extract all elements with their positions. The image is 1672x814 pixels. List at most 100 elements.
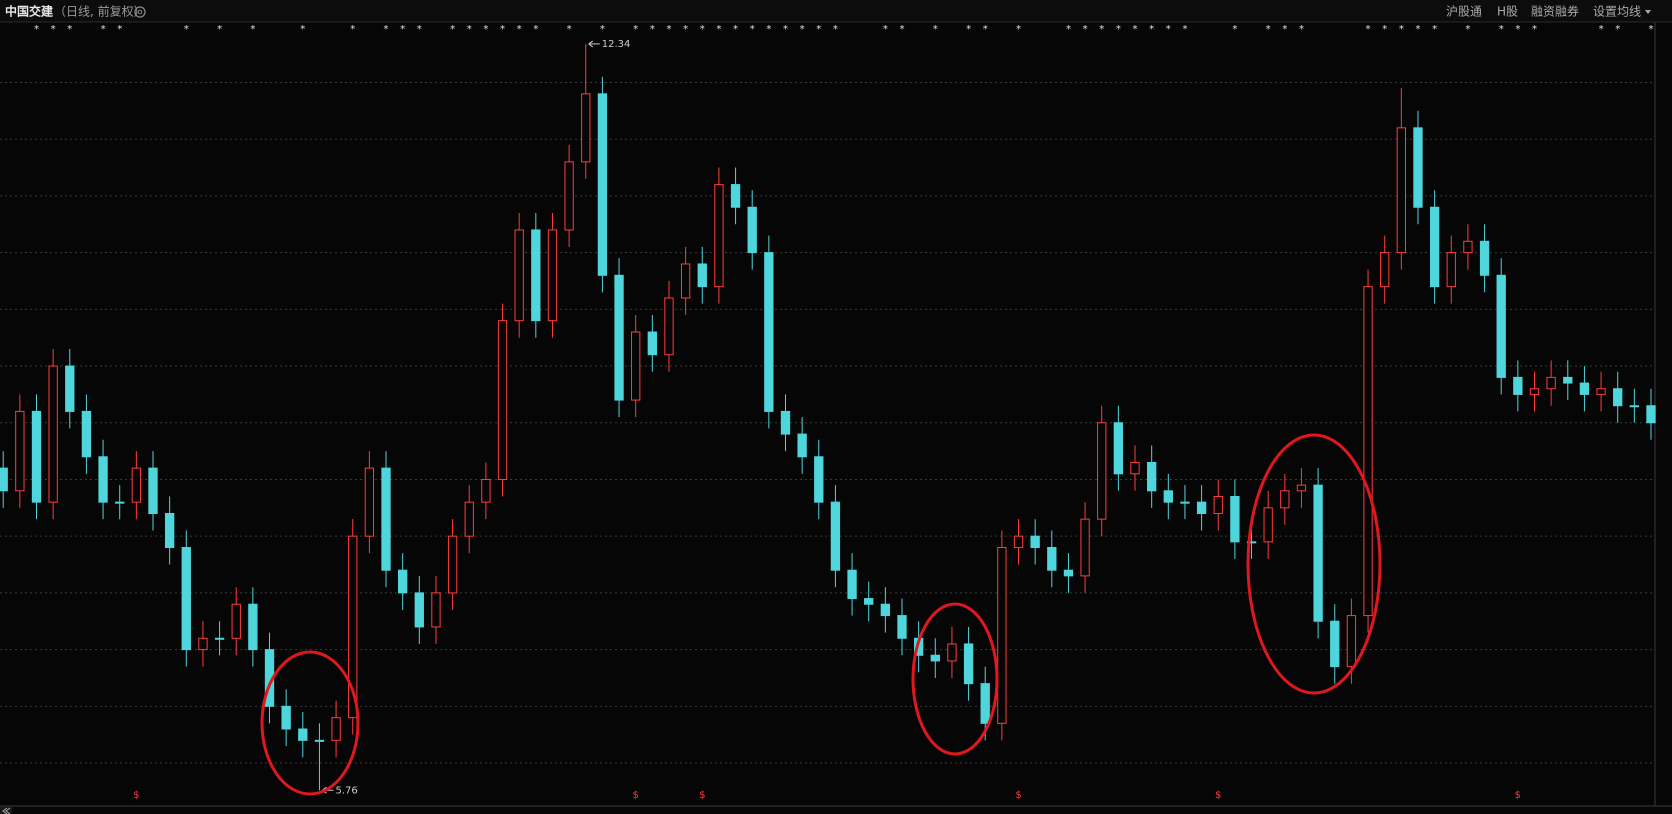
event-marker: * [1515, 24, 1520, 35]
candle-body [797, 433, 807, 458]
candle-body [1213, 495, 1223, 514]
candle-body [414, 592, 424, 628]
menu-item[interactable]: 设置均线 [1593, 5, 1641, 19]
highlight-circles [260, 433, 1382, 796]
annotation-label: 5.76 [335, 785, 357, 796]
event-marker: * [67, 24, 72, 35]
event-marker: * [1066, 24, 1071, 35]
candle-body [1579, 382, 1590, 395]
dropdown-arrow[interactable] [1645, 10, 1651, 14]
candle-body [1230, 495, 1240, 543]
event-marker: * [450, 24, 455, 35]
dividend-marker: $ [699, 790, 705, 801]
candle-body [1180, 501, 1190, 504]
candle-body [680, 263, 691, 299]
candle-body [581, 93, 591, 163]
candle-body [381, 467, 391, 571]
candle-body [1396, 127, 1406, 254]
candle-body [164, 512, 175, 549]
event-marker: * [400, 24, 405, 35]
candle-body [1513, 376, 1523, 395]
candle-body [1063, 569, 1074, 577]
candle-body [647, 331, 657, 356]
candle-body [1313, 484, 1323, 622]
candle-body [148, 467, 158, 514]
event-marker: * [34, 24, 39, 35]
event-marker: * [783, 24, 788, 35]
event-marker: * [1532, 24, 1537, 35]
candle-body [963, 643, 974, 685]
candle-body [1280, 490, 1290, 509]
candle-body [1263, 507, 1273, 543]
candle-body [1163, 490, 1173, 503]
candle-body [447, 535, 458, 594]
event-marker: * [900, 24, 905, 35]
candle-body [864, 598, 874, 605]
event-marker: * [467, 24, 472, 35]
event-marker: * [1415, 24, 1420, 35]
event-marker: * [1166, 24, 1171, 35]
menu-item[interactable]: 融资融券 [1531, 4, 1579, 19]
event-marker: * [101, 24, 106, 35]
event-marker: * [1016, 24, 1021, 35]
candle-body [997, 547, 1007, 724]
candle-body [1296, 484, 1307, 492]
highlight-circle [1246, 433, 1382, 695]
candle-body [980, 683, 990, 724]
event-marker: * [983, 24, 988, 35]
candle-body [897, 615, 907, 639]
event-marker: * [1116, 24, 1121, 35]
candle-body [830, 501, 841, 571]
candle-body [930, 654, 940, 662]
event-marker: * [716, 24, 721, 35]
candle-body [1529, 388, 1540, 395]
candle-body [1380, 252, 1390, 288]
event-marker: * [1133, 24, 1138, 35]
candle-body [780, 410, 791, 435]
candle-body [65, 365, 75, 412]
menu-item[interactable]: H股 [1497, 5, 1518, 19]
candle-body [764, 252, 774, 412]
annotation-arrowhead [588, 40, 594, 48]
event-marker: * [650, 24, 655, 35]
gear-ring [134, 6, 146, 18]
candle-body [597, 93, 608, 276]
candle-body [1097, 422, 1107, 520]
menu-item[interactable]: 沪股通 [1446, 5, 1482, 19]
candle-body [1113, 422, 1124, 475]
candle-body [1629, 405, 1640, 408]
event-marker: * [1399, 24, 1404, 35]
candle-body [1330, 620, 1340, 668]
candle-body [31, 410, 42, 503]
candle-body [1013, 535, 1024, 549]
event-marker: * [300, 24, 305, 35]
candle-body [730, 184, 741, 208]
event-marker: * [1182, 24, 1187, 35]
event-marker: * [384, 24, 389, 35]
event-marker: * [1499, 24, 1504, 35]
event-marker: * [1232, 24, 1237, 35]
candle-body [664, 297, 674, 356]
candle-body [1080, 518, 1090, 577]
candle-body [314, 739, 325, 742]
candle-body [364, 467, 375, 537]
chart-subtitle: （日线, 前复权） [54, 4, 146, 19]
event-marker: * [1432, 24, 1437, 35]
candle-body [1030, 535, 1040, 549]
event-marker: * [683, 24, 688, 35]
candle-body [1429, 206, 1440, 288]
event-marker: * [417, 24, 422, 35]
candle-body [1596, 388, 1606, 395]
candle-body [181, 547, 191, 651]
event-marker: * [1149, 24, 1154, 35]
settings-icon[interactable] [134, 6, 146, 18]
event-marker: * [217, 24, 222, 35]
event-marker: * [1615, 24, 1620, 35]
candle-body [1646, 405, 1656, 424]
candle-body [631, 331, 641, 401]
candle-body [348, 535, 358, 719]
highlight-circle [911, 602, 999, 756]
